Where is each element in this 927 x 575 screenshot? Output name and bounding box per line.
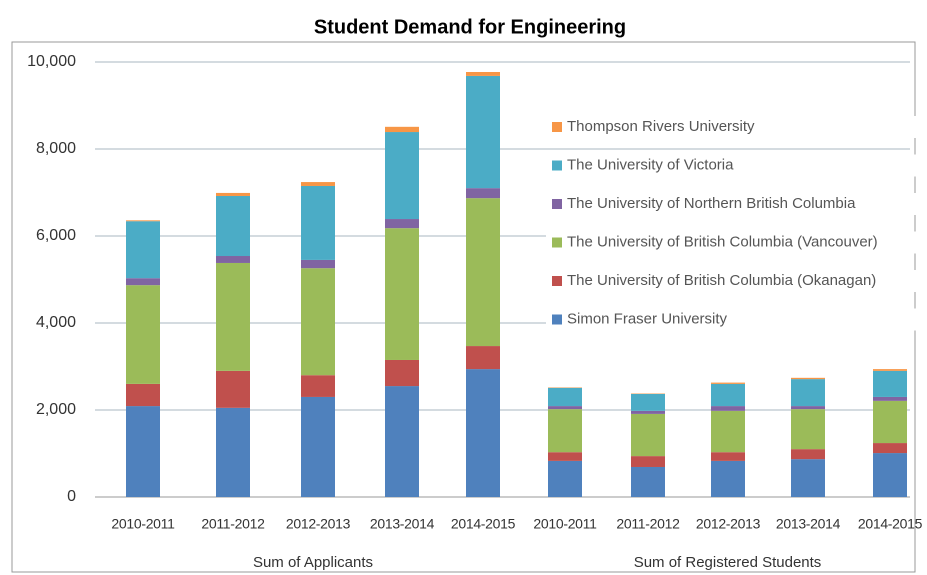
legend-bg [546, 154, 916, 177]
bar-segment [873, 443, 907, 454]
bar-segment [873, 369, 907, 371]
y-tick-label: 10,000 [27, 53, 76, 70]
legend-label: The University of Victoria [567, 156, 734, 173]
bar-segment [126, 383, 160, 407]
legend-label: Simon Fraser University [567, 310, 728, 327]
bar-segment [385, 228, 419, 360]
bar-segment [711, 406, 745, 411]
x-tick-label: 2012-2013 [696, 516, 761, 532]
legend-swatch [552, 122, 562, 132]
bar-segment [466, 188, 500, 199]
bar-segment [791, 459, 825, 497]
bar-segment [548, 406, 582, 410]
bar-segment [126, 285, 160, 384]
legend-swatch [552, 276, 562, 286]
bar-segment [466, 369, 500, 497]
bar-segment [711, 410, 745, 453]
legend-swatch [552, 160, 562, 171]
bar-segment [548, 387, 582, 407]
bar-segment [548, 409, 582, 453]
group-label: Sum of Registered Students [634, 554, 822, 571]
x-tick-label: 2014-2015 [858, 516, 923, 532]
bar-segment [791, 409, 825, 450]
plot-frame [11, 41, 916, 573]
bar-segment [126, 221, 160, 279]
bar-segment [791, 379, 825, 407]
bar-segment [466, 346, 500, 370]
bar-segment [631, 393, 665, 411]
bar-segment [711, 383, 745, 407]
bar-segment [548, 452, 582, 461]
bar-segment [548, 460, 582, 497]
x-tick-label: 2013-2014 [370, 516, 435, 532]
bar-segment [631, 456, 665, 467]
bar-segment [466, 198, 500, 347]
bar-segment [791, 377, 825, 380]
bar-segment [711, 452, 745, 461]
legend-label: The University of British Columbia (Okan… [567, 272, 876, 289]
chart-title: Student Demand for Engineering [314, 16, 626, 38]
bar-segment [873, 396, 907, 401]
legend-bg [546, 308, 916, 331]
bar-segment [711, 460, 745, 497]
legend-label: Thompson Rivers University [567, 118, 755, 135]
legend-swatch [552, 237, 562, 248]
bar-segment [216, 262, 250, 371]
legend-bg [546, 270, 916, 292]
legend-swatch [552, 314, 562, 325]
bar-segment [385, 132, 419, 220]
bar-segment [631, 413, 665, 457]
bar-segment [466, 72, 500, 76]
legend-label: The University of Northern British Colum… [567, 195, 856, 212]
y-tick-label: 0 [67, 488, 76, 505]
group-label: Sum of Applicants [253, 554, 373, 571]
bar-segment [301, 185, 335, 260]
bar-segment [791, 406, 825, 410]
bar-segment [126, 220, 160, 222]
y-tick-label: 6,000 [36, 227, 76, 244]
bar-segment [216, 407, 250, 497]
bar-segment [216, 192, 250, 196]
bar-segment [873, 370, 907, 397]
legend-bg [546, 193, 916, 215]
y-tick-label: 8,000 [36, 140, 76, 157]
y-tick-label: 2,000 [36, 401, 76, 418]
bar-segment [385, 386, 419, 497]
bar-segment [126, 278, 160, 286]
x-tick-label: 2014-2015 [451, 516, 516, 532]
bar-segment [301, 182, 335, 186]
x-tick-label: 2010-2011 [111, 516, 175, 532]
bar-segment [301, 259, 335, 269]
bar-segment [466, 75, 500, 189]
bar-segment [385, 126, 419, 133]
bar-segment [216, 256, 250, 263]
x-tick-label: 2011-2012 [616, 516, 680, 532]
bar-segment [791, 449, 825, 460]
x-tick-label: 2011-2012 [201, 516, 265, 532]
x-tick-label: 2013-2014 [776, 516, 841, 532]
bar-segment [301, 396, 335, 497]
x-tick-label: 2012-2013 [286, 516, 351, 532]
bar-segment [631, 466, 665, 497]
bar-segment [873, 400, 907, 444]
bar-segment [216, 370, 250, 408]
bar-segment [301, 375, 335, 397]
bar-segment [873, 453, 907, 497]
legend-label: The University of British Columbia (Vanc… [567, 233, 878, 250]
legend-swatch [552, 199, 562, 209]
bar-segment [385, 359, 419, 387]
legend-bg [546, 116, 916, 138]
bar-segment [711, 382, 745, 384]
y-tick-label: 4,000 [36, 314, 76, 331]
bar-segment [385, 219, 419, 229]
x-tick-label: 2010-2011 [533, 516, 597, 532]
bar-segment [631, 410, 665, 414]
bar-segment [126, 406, 160, 497]
legend-bg [546, 231, 916, 254]
bar-segment [301, 268, 335, 376]
bar-segment [216, 195, 250, 257]
